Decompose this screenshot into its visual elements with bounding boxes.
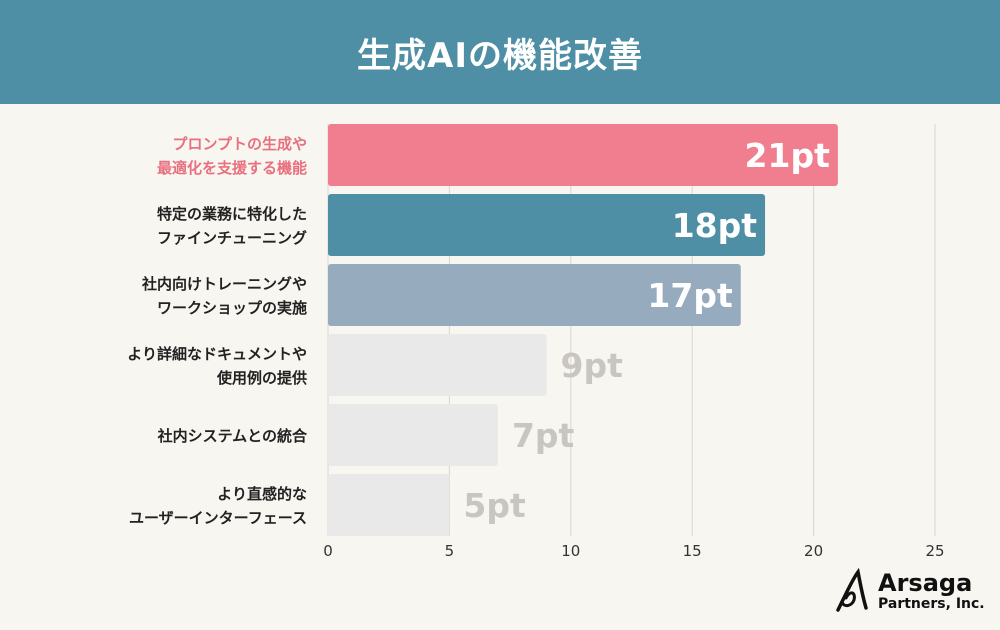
value-label-1: 18pt	[672, 206, 758, 245]
value-label-4: 7pt	[512, 416, 575, 455]
category-label-3-1: 使用例の提供	[216, 369, 307, 387]
logo-name: Arsaga	[878, 569, 973, 597]
category-label-1-0: 特定の業務に特化した	[157, 205, 307, 223]
value-label-2: 17pt	[647, 276, 733, 315]
category-label-5-0: より直感的な	[217, 485, 307, 503]
category-label-0-1: 最適化を支援する機能	[157, 159, 307, 177]
x-tick-label-20: 20	[804, 542, 823, 560]
x-tick-label-0: 0	[323, 542, 333, 560]
bar-0	[328, 124, 838, 186]
bar-3	[328, 334, 547, 396]
category-label-5-1: ユーザーインターフェース	[129, 509, 307, 527]
logo-subtitle: Partners, Inc.	[878, 596, 985, 612]
category-label-1-1: ファインチューニング	[157, 229, 307, 247]
x-tick-label-15: 15	[683, 542, 702, 560]
bar-2	[328, 264, 741, 326]
value-label-0: 21pt	[745, 136, 831, 175]
category-label-2-0: 社内向けトレーニングや	[141, 275, 307, 293]
category-label-4-0: 社内システムとの統合	[157, 427, 308, 445]
category-label-0-0: プロンプトの生成や	[172, 135, 307, 153]
bar-1	[328, 194, 766, 256]
x-tick-label-25: 25	[925, 542, 944, 560]
x-tick-label-10: 10	[561, 542, 580, 560]
category-label-3-0: より詳細なドキュメントや	[127, 345, 307, 363]
x-tick-label-5: 5	[445, 542, 455, 560]
bar-4	[328, 404, 498, 466]
chart-title: 生成AIの機能改善	[357, 35, 643, 76]
company-logo: Arsaga Partners, Inc.	[832, 566, 992, 616]
value-label-5: 5pt	[463, 486, 526, 525]
value-label-3: 9pt	[561, 346, 624, 385]
category-label-2-1: ワークショップの実施	[157, 299, 307, 317]
header-banner: 生成AIの機能改善	[0, 0, 1000, 104]
arsaga-logo-icon	[836, 568, 868, 612]
bar-5	[328, 474, 450, 536]
